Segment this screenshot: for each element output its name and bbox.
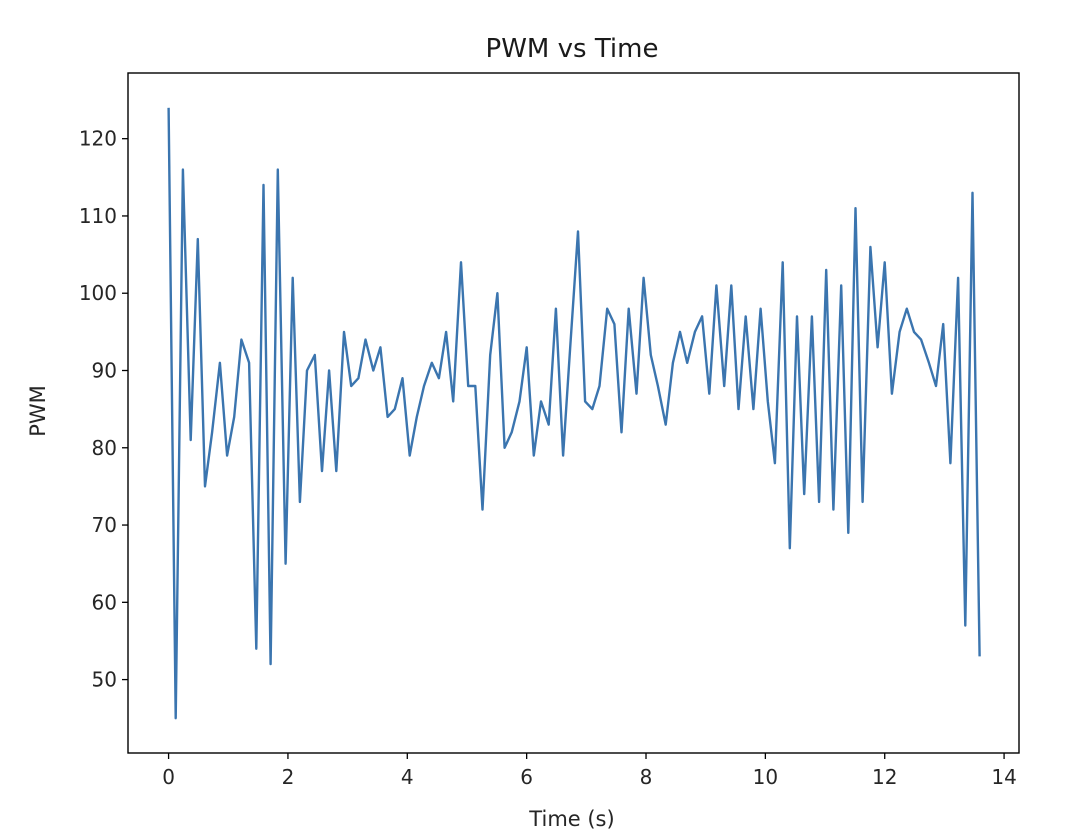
x-tick-label: 10 <box>753 765 778 789</box>
plot-frame <box>127 72 1020 754</box>
x-tick-label: 2 <box>282 765 295 789</box>
y-tick-label: 80 <box>92 436 117 460</box>
x-tick-label: 6 <box>520 765 533 789</box>
series-line-0 <box>167 107 981 720</box>
y-axis-ticks: 50 60 70 80 90 100 110 120 <box>79 127 128 692</box>
y-tick-label: 90 <box>92 359 117 383</box>
y-tick-label: 120 <box>79 127 117 151</box>
y-tick-label: 60 <box>92 590 117 614</box>
x-tick-label: 8 <box>640 765 653 789</box>
y-tick-label: 50 <box>92 668 117 692</box>
y-axis-label: PWM <box>26 385 50 437</box>
y-tick-label: 70 <box>92 513 117 537</box>
y-tick-label: 100 <box>79 281 117 305</box>
x-tick-label: 12 <box>872 765 897 789</box>
x-axis-ticks: 0 2 4 6 8 10 12 14 <box>162 753 1017 789</box>
x-tick-label: 4 <box>401 765 414 789</box>
x-tick-label: 0 <box>162 765 175 789</box>
x-tick-label: 14 <box>991 765 1016 789</box>
plot-area <box>127 72 1020 754</box>
y-tick-label: 110 <box>79 204 117 228</box>
chart-title: PWM vs Time <box>486 34 659 64</box>
x-axis-label: Time (s) <box>528 807 614 831</box>
